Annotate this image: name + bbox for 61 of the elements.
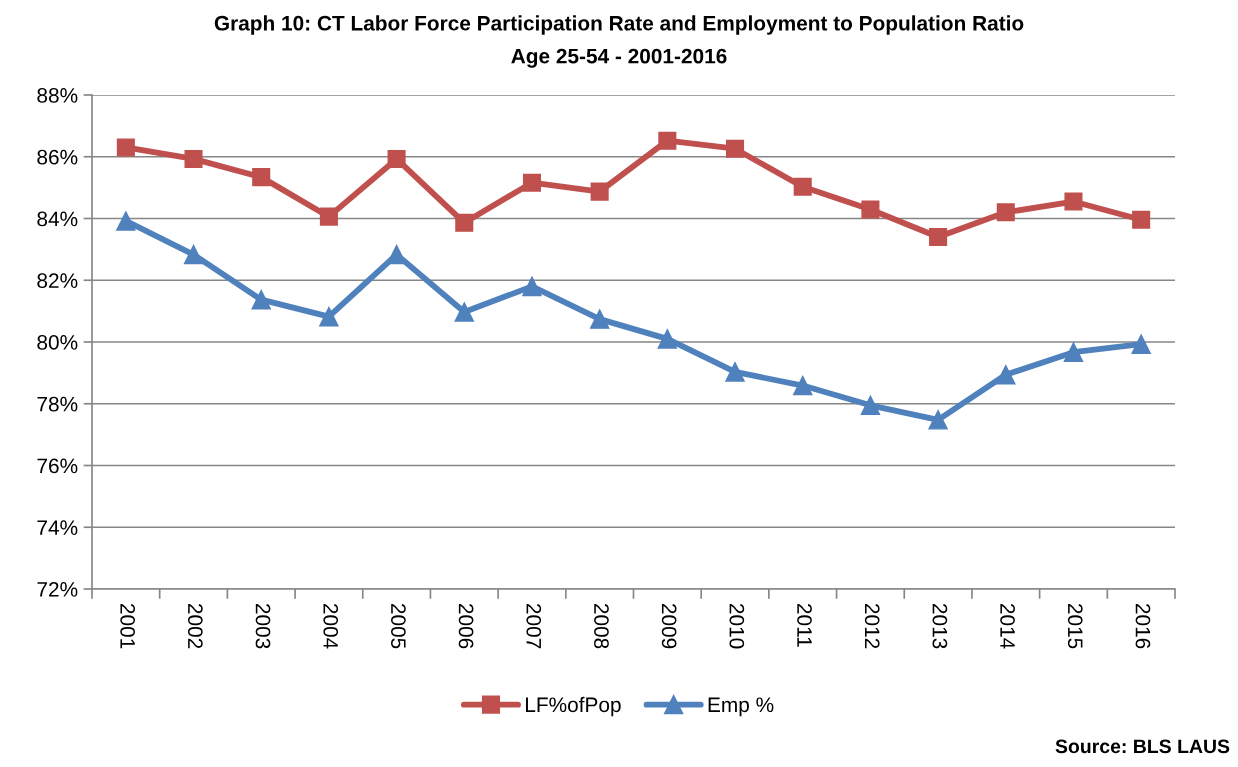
point [116, 138, 135, 157]
point [590, 182, 609, 201]
x-tick-label: 2004 [323, 603, 339, 649]
point [1063, 342, 1084, 362]
point [929, 227, 948, 247]
y-tick-label: 88% [37, 88, 78, 103]
y-tick-label: 76% [37, 458, 78, 474]
y-tick-label: 82% [37, 273, 78, 288]
point [793, 177, 812, 196]
point [725, 362, 745, 382]
x-tick-label: 2002 [187, 603, 203, 649]
point [996, 365, 1016, 385]
point [387, 149, 406, 168]
point [861, 200, 880, 219]
x-tick-label: 2012 [864, 603, 880, 649]
point [1131, 334, 1151, 354]
x-tick-label: 2016 [1135, 603, 1151, 649]
legend-label: Emp % [708, 697, 774, 717]
legend-label: LF%ofPop [526, 696, 621, 717]
point [251, 289, 271, 310]
x-tick-label: 2011 [797, 603, 812, 647]
y-tick-label: 72% [37, 582, 78, 597]
point [657, 329, 678, 349]
point [658, 131, 677, 150]
point [522, 173, 541, 192]
x-tick-label: 2007 [526, 603, 542, 649]
point [319, 306, 339, 327]
chart-subtitle: Age 25-54 - 2001-2016 [511, 48, 727, 68]
point [252, 168, 271, 187]
point [928, 410, 948, 430]
x-tick-label: 2010 [729, 603, 745, 649]
point [1132, 210, 1151, 229]
point [522, 276, 542, 297]
x-tick-label: 2009 [661, 603, 677, 649]
x-tick-label: 2005 [391, 603, 406, 649]
point [996, 203, 1015, 222]
point [589, 309, 610, 329]
point [1064, 192, 1083, 211]
point [184, 149, 203, 168]
point [792, 375, 813, 396]
y-tick-label: 84% [37, 211, 78, 227]
point [455, 213, 474, 232]
x-tick-label: 2001 [120, 603, 135, 649]
x-tick-label: 2003 [255, 603, 271, 649]
x-tick-label: 2014 [1000, 603, 1015, 649]
y-tick-label: 86% [37, 149, 78, 165]
y-tick-label: 80% [37, 335, 78, 350]
y-tick-label: 78% [37, 396, 78, 412]
point [116, 211, 136, 231]
y-tick-label: 74% [37, 520, 78, 535]
chart-title: Graph 10: CT Labor Force Participation Rate and Employment to Population Ratio [214, 15, 1024, 35]
source-note: Source: BLS LAUS [1055, 739, 1230, 754]
x-tick-label: 2013 [932, 603, 948, 649]
point [183, 244, 204, 265]
point [726, 139, 745, 158]
point [454, 302, 475, 322]
x-tick-label: 2008 [594, 603, 609, 649]
point [319, 207, 338, 226]
x-tick-label: 2006 [458, 603, 474, 649]
point [860, 395, 881, 416]
x-tick-label: 2015 [1067, 603, 1083, 649]
